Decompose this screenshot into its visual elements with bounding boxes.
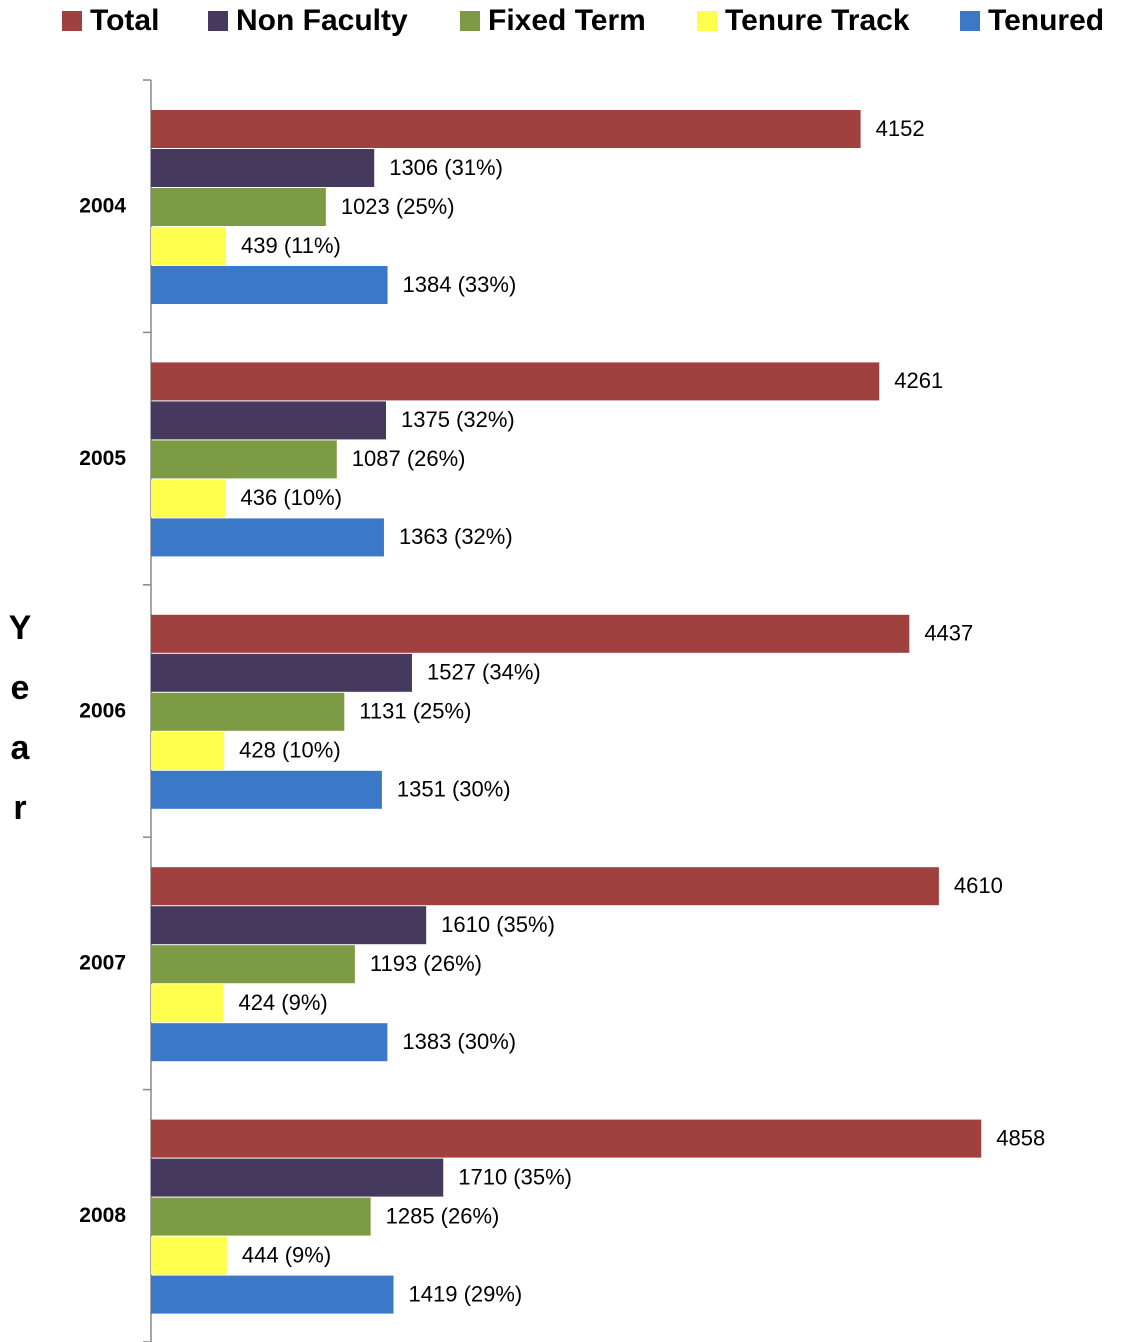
- data-label: 1419 (29%): [409, 1281, 523, 1306]
- data-label: 1375 (32%): [401, 407, 515, 432]
- data-label: 428 (10%): [239, 738, 341, 763]
- legend-swatch: [62, 11, 82, 31]
- bar: [151, 227, 227, 265]
- data-label: 4261: [894, 368, 943, 393]
- bar: [151, 614, 910, 653]
- data-label: 4152: [876, 116, 925, 141]
- legend-swatch: [960, 11, 980, 31]
- bar: [151, 110, 861, 148]
- y-tick-label: 2008: [79, 1204, 126, 1227]
- bar: [151, 984, 224, 1023]
- bar: [151, 401, 386, 440]
- bar: [151, 479, 226, 518]
- data-label: 1384 (33%): [403, 272, 517, 297]
- y-tick-label: 2007: [79, 952, 126, 975]
- data-label: 1087 (26%): [352, 446, 466, 471]
- bar: [151, 945, 355, 984]
- data-label: 436 (10%): [241, 485, 343, 510]
- bar: [151, 770, 382, 809]
- legend-swatch: [460, 11, 480, 31]
- legend-swatch: [697, 11, 717, 31]
- data-label: 4437: [924, 621, 973, 646]
- legend-swatch: [208, 11, 228, 31]
- data-label: 1610 (35%): [441, 912, 555, 937]
- legend-label: Fixed Term: [488, 4, 646, 37]
- bar: [151, 362, 880, 401]
- data-label: 1710 (35%): [458, 1164, 572, 1189]
- data-label: 4858: [996, 1125, 1045, 1150]
- data-label: 1527 (34%): [427, 660, 541, 685]
- bar: [151, 440, 337, 479]
- data-label: 4610: [954, 873, 1003, 898]
- y-tick-label: 2006: [79, 699, 126, 722]
- bar: [151, 1119, 982, 1158]
- data-label: 1383 (30%): [402, 1029, 516, 1054]
- legend-label: Tenure Track: [725, 4, 910, 37]
- bar: [151, 731, 225, 770]
- bar: [151, 149, 375, 187]
- bar: [151, 1023, 388, 1062]
- data-label: 1023 (25%): [341, 194, 455, 219]
- legend-label: Tenured: [988, 4, 1104, 37]
- bar: [151, 266, 388, 304]
- data-label: 1131 (25%): [359, 699, 471, 724]
- y-tick-label: 2004: [79, 195, 126, 218]
- bar: [151, 692, 345, 731]
- bar: [151, 906, 427, 945]
- bar: [151, 188, 326, 226]
- bar: [151, 1158, 444, 1197]
- data-label: 1363 (32%): [399, 524, 513, 549]
- bar: [151, 1275, 394, 1314]
- legend-label: Total: [90, 4, 159, 37]
- data-label: 439 (11%): [241, 233, 341, 258]
- data-label: 1285 (26%): [386, 1203, 500, 1228]
- data-label: 1351 (30%): [397, 777, 511, 802]
- y-tick-label: 2005: [79, 447, 126, 470]
- data-label: 1306 (31%): [389, 155, 503, 180]
- bar: [151, 1197, 371, 1236]
- legend-label: Non Faculty: [236, 4, 408, 37]
- data-label: 1193 (26%): [370, 951, 482, 976]
- bar: [151, 1236, 227, 1275]
- data-label: 424 (9%): [238, 990, 327, 1015]
- data-label: 444 (9%): [242, 1242, 331, 1267]
- bar: [151, 653, 412, 692]
- bar: [151, 867, 939, 906]
- bar: [151, 518, 384, 557]
